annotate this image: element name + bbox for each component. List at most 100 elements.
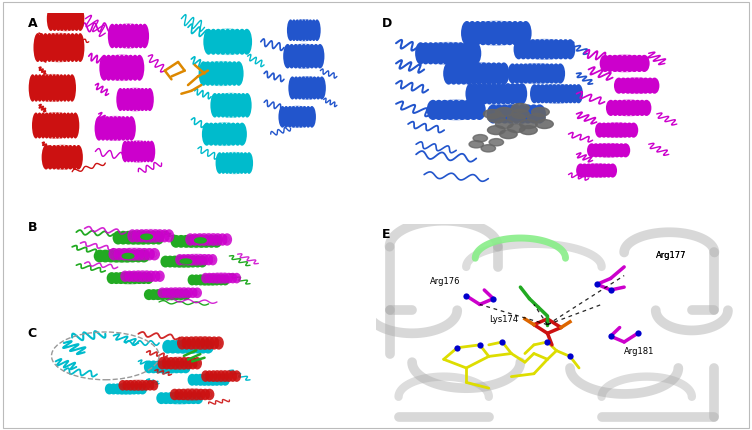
Ellipse shape [284, 44, 292, 68]
Ellipse shape [556, 64, 565, 84]
Text: B: B [28, 221, 37, 234]
Ellipse shape [212, 61, 222, 86]
Ellipse shape [514, 39, 524, 59]
Ellipse shape [36, 74, 44, 101]
Ellipse shape [612, 143, 622, 157]
Ellipse shape [68, 74, 76, 101]
Ellipse shape [117, 384, 126, 394]
Ellipse shape [618, 77, 628, 94]
Ellipse shape [162, 289, 172, 300]
Ellipse shape [41, 145, 50, 169]
Ellipse shape [192, 274, 201, 286]
Ellipse shape [445, 42, 456, 64]
Ellipse shape [180, 235, 192, 248]
Ellipse shape [45, 33, 53, 62]
Ellipse shape [616, 123, 626, 138]
Ellipse shape [542, 64, 552, 84]
Ellipse shape [142, 380, 150, 390]
Ellipse shape [297, 19, 304, 41]
Ellipse shape [125, 272, 135, 284]
Circle shape [508, 114, 525, 123]
Ellipse shape [489, 83, 499, 104]
Ellipse shape [443, 62, 454, 85]
Ellipse shape [521, 64, 530, 84]
Ellipse shape [121, 249, 133, 262]
Ellipse shape [220, 123, 229, 146]
Ellipse shape [65, 6, 73, 31]
Ellipse shape [162, 360, 172, 373]
Ellipse shape [528, 39, 538, 59]
Ellipse shape [187, 389, 197, 400]
Circle shape [511, 104, 529, 112]
Ellipse shape [599, 55, 611, 72]
Ellipse shape [123, 88, 132, 111]
Ellipse shape [62, 145, 71, 169]
Ellipse shape [158, 360, 168, 373]
Ellipse shape [537, 39, 547, 59]
Ellipse shape [473, 100, 486, 120]
Ellipse shape [165, 255, 175, 267]
Ellipse shape [213, 273, 222, 283]
Ellipse shape [204, 274, 214, 286]
Ellipse shape [183, 392, 194, 404]
Ellipse shape [185, 233, 196, 246]
Ellipse shape [220, 374, 230, 386]
Ellipse shape [132, 141, 138, 162]
Ellipse shape [54, 74, 62, 101]
Ellipse shape [217, 29, 228, 55]
Ellipse shape [160, 255, 171, 267]
Ellipse shape [617, 143, 626, 157]
Ellipse shape [620, 100, 629, 116]
Ellipse shape [450, 42, 461, 64]
Ellipse shape [74, 145, 83, 169]
Ellipse shape [208, 274, 217, 286]
Ellipse shape [129, 272, 140, 284]
Ellipse shape [425, 42, 436, 64]
Ellipse shape [522, 104, 535, 123]
Ellipse shape [130, 380, 139, 390]
Ellipse shape [225, 61, 235, 86]
Ellipse shape [245, 152, 253, 174]
Ellipse shape [126, 55, 135, 81]
Ellipse shape [592, 163, 601, 178]
Ellipse shape [111, 272, 121, 284]
Ellipse shape [472, 21, 484, 45]
Ellipse shape [480, 83, 490, 104]
Ellipse shape [217, 370, 226, 382]
Ellipse shape [179, 392, 190, 404]
Text: Arg176: Arg176 [430, 277, 461, 286]
Ellipse shape [606, 100, 616, 116]
Ellipse shape [484, 62, 494, 85]
Circle shape [496, 108, 513, 117]
Ellipse shape [137, 229, 147, 243]
Ellipse shape [288, 77, 296, 99]
Ellipse shape [177, 336, 187, 350]
Ellipse shape [132, 24, 141, 48]
Ellipse shape [205, 336, 214, 350]
Ellipse shape [237, 29, 247, 55]
Ellipse shape [562, 84, 571, 103]
Ellipse shape [560, 39, 571, 59]
Ellipse shape [172, 340, 183, 353]
Ellipse shape [570, 84, 579, 103]
Ellipse shape [192, 389, 202, 400]
Ellipse shape [453, 62, 464, 85]
Ellipse shape [574, 84, 583, 103]
Ellipse shape [576, 163, 585, 178]
Ellipse shape [510, 104, 523, 123]
Ellipse shape [200, 336, 210, 350]
Ellipse shape [608, 163, 617, 178]
Text: A: A [28, 17, 37, 30]
Ellipse shape [135, 55, 144, 81]
Ellipse shape [166, 357, 176, 369]
Ellipse shape [76, 6, 84, 31]
Ellipse shape [529, 64, 539, 84]
Ellipse shape [458, 62, 469, 85]
Ellipse shape [68, 113, 76, 138]
Ellipse shape [308, 44, 317, 68]
Ellipse shape [599, 123, 608, 138]
Ellipse shape [478, 62, 490, 85]
Ellipse shape [38, 33, 46, 62]
Ellipse shape [117, 55, 126, 81]
Text: Lys174: Lys174 [489, 315, 518, 324]
